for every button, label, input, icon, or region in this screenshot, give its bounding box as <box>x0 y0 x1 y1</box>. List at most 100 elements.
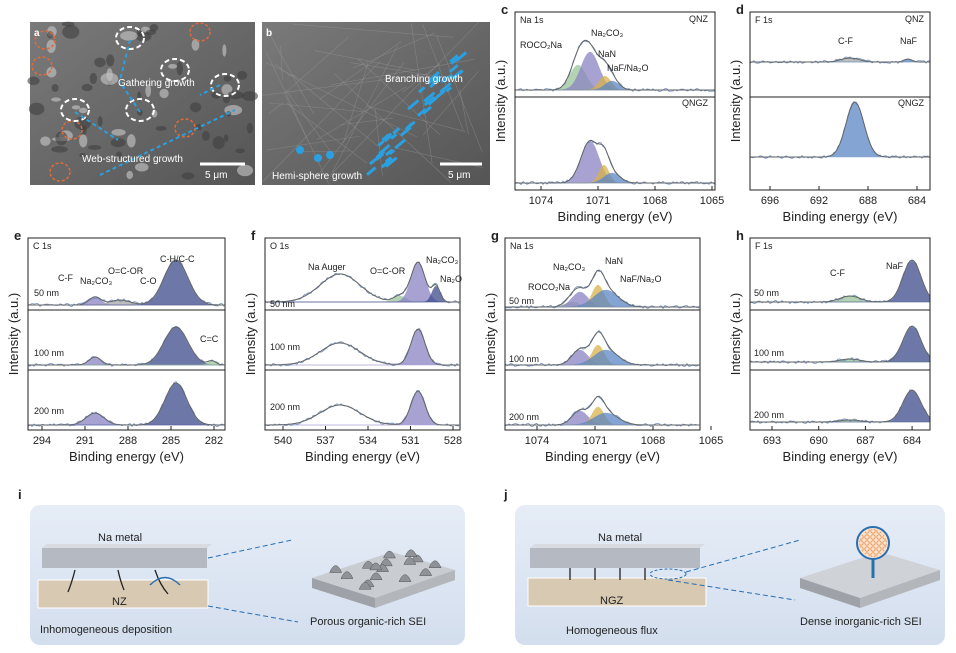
peak-label: Na Auger <box>308 262 346 272</box>
arrows <box>67 569 169 595</box>
grain <box>51 146 68 153</box>
dash-blob <box>60 98 90 122</box>
x-tick-label: 537 <box>316 435 334 447</box>
x-tick-label: 1065 <box>699 435 723 447</box>
arrows <box>569 568 646 580</box>
bump <box>404 549 418 558</box>
grain <box>212 136 225 150</box>
grain <box>237 70 248 80</box>
x-tick-label: 288 <box>119 435 137 447</box>
branch <box>428 71 440 82</box>
process-label: Homogeneous flux <box>566 625 658 637</box>
zoom-line <box>667 579 796 601</box>
y-axis-label: Intensity (a.u.) <box>483 293 498 375</box>
branch <box>378 144 391 155</box>
branch <box>369 157 378 166</box>
fiber <box>316 86 407 141</box>
fiber <box>291 74 378 146</box>
slab-top <box>530 544 705 548</box>
sei-slab <box>312 552 455 598</box>
grain <box>211 91 222 99</box>
grain <box>120 31 138 41</box>
peak-label: Na₂CO₃ <box>80 276 112 286</box>
peak-label: ROCO₂Na <box>528 282 570 292</box>
x-tick-label: 690 <box>810 435 828 447</box>
grain <box>134 162 149 172</box>
peak-label: C-F <box>838 36 853 46</box>
envelope <box>265 328 459 366</box>
grain <box>126 170 134 180</box>
dash-circle <box>31 56 53 76</box>
branch <box>407 99 420 111</box>
grain <box>222 44 227 57</box>
schematic-box <box>515 505 945 645</box>
branch <box>448 64 459 74</box>
layer-label: NZ <box>112 596 127 608</box>
bump <box>383 550 396 559</box>
arrow-path <box>99 109 236 176</box>
fiber <box>285 95 309 141</box>
branch <box>443 73 453 83</box>
branch <box>427 96 438 106</box>
xps-panel: f O 1s 50 nm 100 nm 200 nm Na Auger O=C-OR Na₂C… <box>243 228 462 464</box>
x-axis-label: Binding energy (eV) <box>305 449 420 464</box>
envelope <box>505 331 699 366</box>
envelope <box>750 259 931 303</box>
dash-circle <box>61 120 83 140</box>
peak-label: NaN <box>598 49 616 59</box>
dash-circle <box>189 22 211 42</box>
fiber <box>268 102 364 112</box>
branch <box>418 86 426 94</box>
bump <box>403 557 417 565</box>
branch <box>423 91 436 103</box>
grain <box>79 153 86 158</box>
x-axis-label: Binding energy (eV) <box>783 209 898 224</box>
branch <box>439 82 452 94</box>
element-label: F 1s <box>755 15 773 25</box>
x-tick-label: 531 <box>401 435 419 447</box>
sample-label: QNZ <box>905 14 925 24</box>
y-axis-label: Intensity (a.u.) <box>728 293 743 375</box>
grain <box>176 61 184 76</box>
sample-label: QNGZ <box>898 98 925 108</box>
peak-fit <box>265 286 460 303</box>
bump <box>329 565 343 573</box>
process-label: Inhomogeneous deposition <box>40 624 172 636</box>
peak-label: C-F <box>58 273 73 283</box>
fiber <box>264 25 314 115</box>
branch <box>449 54 459 63</box>
envelope <box>28 382 224 426</box>
branch <box>394 138 407 150</box>
x-axis-label: Binding energy (eV) <box>783 449 898 464</box>
x-tick-label: 1071 <box>586 195 610 207</box>
panel-label: e <box>14 228 21 243</box>
annotation: Hemi-sphere growth <box>272 171 362 182</box>
sample-label: 50 nm <box>754 288 779 298</box>
fiber <box>286 102 368 164</box>
peak-label: Na₂CO₃ <box>426 255 458 265</box>
xps-panel: g Na 1s 50 nm 100 nm 200 nm Na₂CO₃ NaN ROCO₂Na N… <box>483 228 723 464</box>
fiber <box>314 50 416 71</box>
fiber <box>264 61 418 138</box>
scale-label: 5 μm <box>448 170 470 181</box>
grain <box>145 84 152 98</box>
peak-label: C-O <box>140 276 157 286</box>
fiber <box>282 36 349 96</box>
dendrite <box>149 576 181 586</box>
annotation: Gathering growth <box>118 78 195 89</box>
zoom-line <box>685 539 801 573</box>
branch <box>375 152 385 161</box>
panel-label: c <box>501 2 508 17</box>
branch <box>399 126 412 137</box>
fiber <box>332 22 479 173</box>
fiber <box>422 71 479 136</box>
grain <box>79 134 88 148</box>
bump <box>428 560 442 568</box>
x-tick-label: 282 <box>205 435 223 447</box>
sei-slab-side <box>375 570 455 608</box>
arrow-path <box>119 81 141 113</box>
branch <box>388 149 396 156</box>
peak-label: Na₂CO₃ <box>553 262 585 272</box>
element-label: C 1s <box>33 241 52 251</box>
panel-label: i <box>18 487 22 502</box>
